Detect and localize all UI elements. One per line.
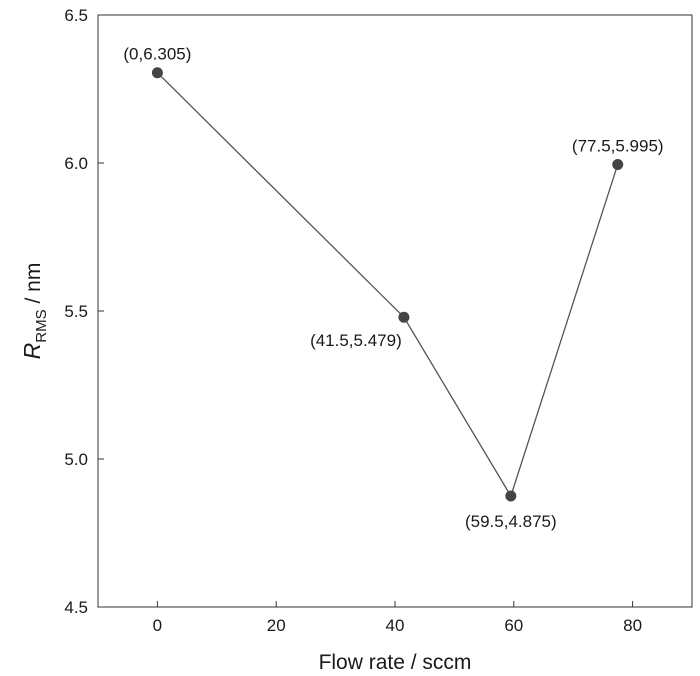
y-tick-label: 5.5 <box>64 302 88 321</box>
y-tick-label: 6.0 <box>64 154 88 173</box>
data-label: (0,6.305) <box>123 45 191 64</box>
data-labels: (0,6.305) (41.5,5.479) (59.5,4.875) (77.5,5… <box>123 45 663 531</box>
y-axis-label-subscript: RMS <box>33 309 50 342</box>
x-axis-ticks: 0 20 40 60 80 <box>153 601 642 635</box>
y-tick-label: 6.5 <box>64 6 88 25</box>
data-points <box>151 67 624 502</box>
x-tick-label: 80 <box>623 616 642 635</box>
y-axis-label-main: R <box>19 343 45 360</box>
data-point <box>612 158 624 170</box>
x-axis-label: Flow rate / sccm <box>319 651 472 674</box>
series-line <box>156 72 619 498</box>
y-tick-label: 5.0 <box>64 450 88 469</box>
y-tick-label: 4.5 <box>64 598 88 617</box>
y-axis-ticks: 4.5 5.0 5.5 6.0 6.5 <box>64 6 104 617</box>
plot-frame <box>97 14 693 608</box>
data-point <box>151 67 163 79</box>
x-tick-label: 60 <box>504 616 523 635</box>
data-label: (77.5,5.995) <box>572 136 664 155</box>
y-axis-label: RRMS / nm <box>19 263 50 360</box>
x-tick-label: 40 <box>386 616 405 635</box>
data-point <box>505 490 517 502</box>
data-label: (59.5,4.875) <box>465 512 557 531</box>
data-label: (41.5,5.479) <box>310 331 402 350</box>
x-tick-label: 0 <box>153 616 162 635</box>
data-point <box>398 311 410 323</box>
x-tick-label: 20 <box>267 616 286 635</box>
y-axis-label-unit: / nm <box>22 263 45 310</box>
